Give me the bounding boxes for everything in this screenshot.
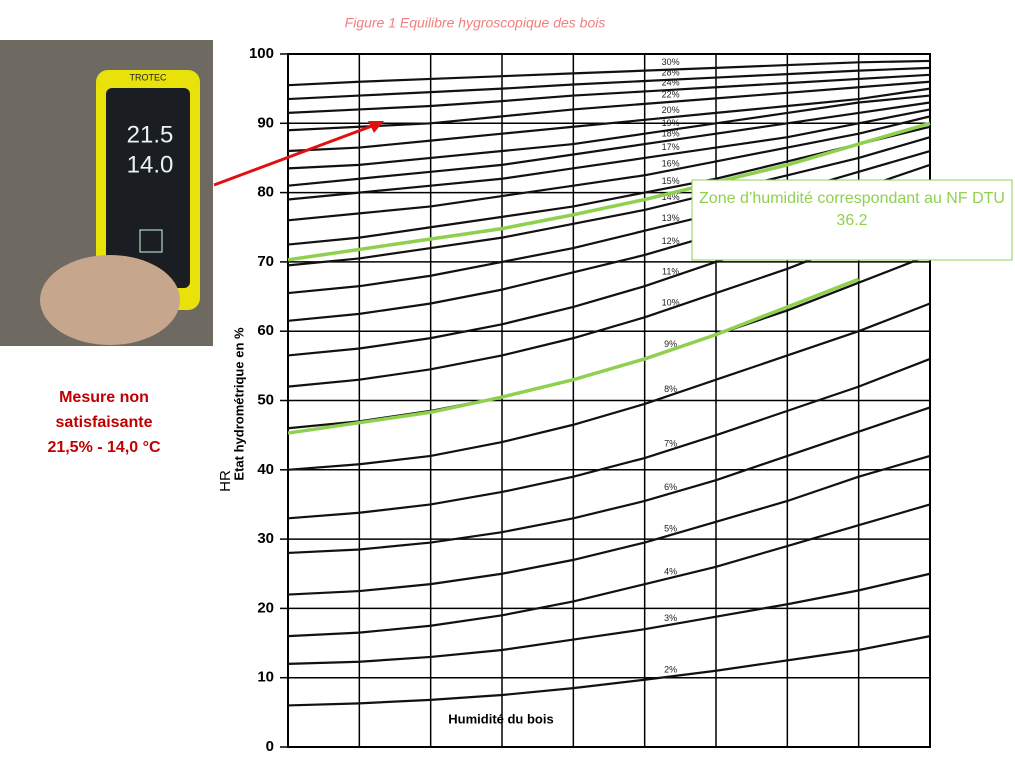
device-button bbox=[139, 229, 163, 253]
curve-label: 4% bbox=[664, 566, 677, 576]
curve-label: 22% bbox=[662, 90, 680, 100]
curve-label: 30% bbox=[662, 57, 680, 67]
caption: Mesure non bbox=[59, 389, 149, 406]
curve bbox=[287, 59, 931, 87]
curve-label: 5% bbox=[664, 524, 677, 534]
hand bbox=[40, 255, 180, 345]
zone-line bbox=[287, 277, 860, 435]
curve bbox=[287, 454, 931, 596]
curve bbox=[287, 503, 931, 638]
annotation-wrap: Zone d’humidité correspondant au NF DTU … bbox=[699, 190, 1005, 229]
curve bbox=[287, 406, 931, 555]
y-tick-label: 80 bbox=[257, 184, 274, 201]
curve bbox=[287, 572, 931, 665]
curve-label: 10% bbox=[662, 297, 680, 307]
y-tick-label: 90 bbox=[257, 114, 274, 131]
annotation: Zone d’humidité correspondant au NF DTU … bbox=[699, 190, 1005, 229]
curve bbox=[287, 80, 931, 132]
y-tick-label: 70 bbox=[257, 253, 274, 270]
y-axis-label: Etat hydrométrique en % bbox=[231, 327, 246, 481]
device-reading: 14.0 bbox=[127, 151, 174, 178]
curve-label: 17% bbox=[662, 142, 680, 152]
photo: TROTEC 21.5 14.0 bbox=[0, 40, 213, 346]
y-tick-label: 100 bbox=[249, 45, 274, 62]
curve bbox=[287, 108, 931, 201]
curve-label: 12% bbox=[662, 236, 680, 246]
device-reading: 21.5 bbox=[127, 121, 174, 148]
curve-label: 16% bbox=[662, 158, 680, 168]
arrow-head bbox=[368, 121, 384, 133]
curve-label: 18% bbox=[662, 128, 680, 138]
plot: 0 10 20 30 40 50 60 70 80 90 100 2% 3% 4% 5% 6% 7% 8% 9% 10… bbox=[249, 45, 931, 755]
curve-label: 7% bbox=[664, 439, 677, 449]
device-brand: TROTEC bbox=[130, 72, 167, 82]
y-tick-label: 0 bbox=[266, 738, 274, 755]
curve-label: 14% bbox=[662, 192, 680, 202]
curve-label: 20% bbox=[662, 105, 680, 115]
curve bbox=[287, 357, 931, 520]
curve-label: 15% bbox=[662, 176, 680, 186]
curve bbox=[287, 66, 931, 101]
curve-label: 11% bbox=[662, 266, 679, 276]
curve-label: 24% bbox=[662, 78, 680, 88]
y-tick-label: 50 bbox=[257, 391, 274, 408]
curve-label: 3% bbox=[664, 613, 677, 623]
arrow bbox=[213, 124, 373, 187]
annotation-box bbox=[691, 179, 1013, 261]
y-tick-label: 40 bbox=[257, 461, 274, 478]
curve-label: 19% bbox=[662, 118, 680, 128]
curve-label: 9% bbox=[664, 339, 677, 349]
device-screen bbox=[106, 88, 190, 288]
y-tick-label: 30 bbox=[257, 530, 274, 547]
curve-label: 28% bbox=[662, 67, 680, 77]
curve bbox=[287, 115, 931, 222]
curve-label: 6% bbox=[664, 482, 677, 492]
curve bbox=[287, 94, 931, 170]
curve bbox=[287, 73, 931, 115]
y-tick-label: 60 bbox=[257, 322, 274, 339]
y-axis-label-short: HR bbox=[217, 470, 234, 492]
curve bbox=[287, 87, 931, 153]
y-tick-label: 10 bbox=[257, 669, 274, 686]
curve bbox=[287, 136, 931, 267]
curve bbox=[287, 101, 931, 187]
chart-title: Figure 1 Equilibre hygroscopique des boi… bbox=[345, 15, 606, 31]
caption: satisfaisante bbox=[56, 414, 153, 431]
x-axis-label: Humidité du bois bbox=[448, 711, 553, 726]
curve bbox=[287, 635, 931, 707]
curve-label: 8% bbox=[664, 384, 677, 394]
y-tick-label: 20 bbox=[257, 599, 274, 616]
curve-label: 2% bbox=[664, 664, 677, 674]
zone-line bbox=[287, 121, 931, 262]
caption: 21,5% - 14,0 °C bbox=[47, 439, 161, 456]
curve-label: 13% bbox=[662, 213, 680, 223]
curve bbox=[287, 302, 931, 471]
